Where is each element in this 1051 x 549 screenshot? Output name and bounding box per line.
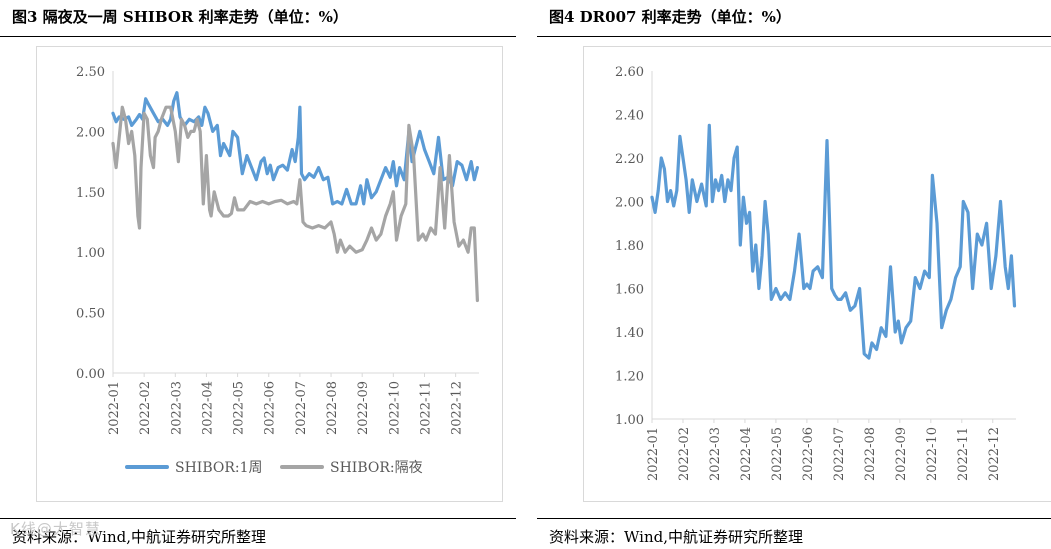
chart-area: 2.50 2.00 1.50 1.00 0.50 0.00 2022-01 2022-02 20…	[36, 46, 503, 502]
y-tick-label: 2.20	[615, 152, 644, 167]
y-tick-label: 2.40	[615, 109, 644, 124]
chart-title: 图3 隔夜及一周 SHIBOR 利率走势（单位：%）	[12, 8, 348, 26]
legend-label: SHIBOR:1周	[175, 460, 263, 476]
x-tick-label: 2022-12	[987, 427, 1002, 481]
x-tick-label: 2022-05	[770, 427, 785, 481]
series-line-1	[111, 91, 479, 206]
x-tick-label: 2022-09	[356, 381, 371, 435]
x-tick-label: 2022-04	[200, 381, 215, 435]
chart-panel-dr007: 图4 DR007 利率走势（单位：%） 2.60 2.40 2.20 2.00 1.80…	[537, 0, 1051, 549]
y-tick-label: 1.40	[615, 326, 644, 341]
y-tick-label: 0.50	[76, 307, 105, 322]
source-divider	[0, 518, 516, 519]
y-tick-label: 0.00	[76, 367, 105, 382]
x-tick-label: 2022-12	[450, 381, 465, 435]
x-tick-label: 2022-01	[107, 381, 122, 435]
x-tick-label: 2022-07	[294, 381, 309, 435]
x-tick-label: 2022-04	[739, 427, 754, 481]
y-tick-label: 2.00	[76, 125, 105, 140]
x-tick-label: 2022-08	[863, 427, 878, 481]
dr007-line-chart: 2.602.402.202.001.801.601.401.201.002022…	[615, 65, 1017, 481]
y-tick-label: 1.20	[615, 370, 644, 385]
x-tick-label: 2022-08	[325, 381, 340, 435]
title-divider	[0, 36, 516, 37]
y-tick-label: 2.60	[615, 65, 644, 80]
source-note: 资料来源：Wind,中航证券研究所整理	[549, 528, 803, 546]
x-tick-label: 2022-02	[138, 381, 153, 435]
chart-area: 2.60 2.40 2.20 2.00 1.80 1.60 1.40 1.20 1.00 2022…	[583, 46, 1051, 502]
y-tick-label: 2.00	[615, 196, 644, 211]
x-tick-label: 2022-02	[677, 427, 692, 481]
x-tick-label: 2022-01	[646, 427, 661, 481]
x-tick-label: 2022-11	[956, 427, 971, 481]
y-tick-label: 1.60	[615, 283, 644, 298]
x-tick-label: 2022-06	[801, 427, 816, 481]
title-divider	[537, 36, 1051, 37]
series-line-2	[111, 105, 479, 303]
y-tick-label: 1.50	[76, 186, 105, 201]
chart-panel-shibor: 图3 隔夜及一周 SHIBOR 利率走势（单位：%） 2.50 2.00 1.50 1…	[0, 0, 516, 549]
chart-title: 图4 DR007 利率走势（单位：%）	[549, 8, 791, 26]
x-tick-label: 2022-07	[832, 427, 847, 481]
x-tick-label: 2022-05	[232, 381, 247, 435]
source-note: 资料来源：Wind,中航证券研究所整理	[12, 528, 266, 546]
y-tick-label: 1.80	[615, 239, 644, 254]
x-tick-label: 2022-10	[387, 381, 402, 435]
x-tick-label: 2022-03	[169, 381, 184, 435]
x-tick-label: 2022-11	[418, 381, 433, 435]
x-tick-label: 2022-10	[925, 427, 940, 481]
legend-label: SHIBOR:隔夜	[330, 460, 423, 476]
y-tick-label: 2.50	[76, 65, 105, 80]
x-tick-label: 2022-03	[708, 427, 723, 481]
x-tick-label: 2022-06	[263, 381, 278, 435]
x-tick-label: 2022-09	[894, 427, 909, 481]
y-tick-label: 1.00	[76, 246, 105, 261]
watermark: K线@大智慧	[10, 520, 101, 538]
source-divider	[537, 518, 1051, 519]
series-line-1	[650, 123, 1017, 360]
y-tick-label: 1.00	[615, 413, 644, 428]
